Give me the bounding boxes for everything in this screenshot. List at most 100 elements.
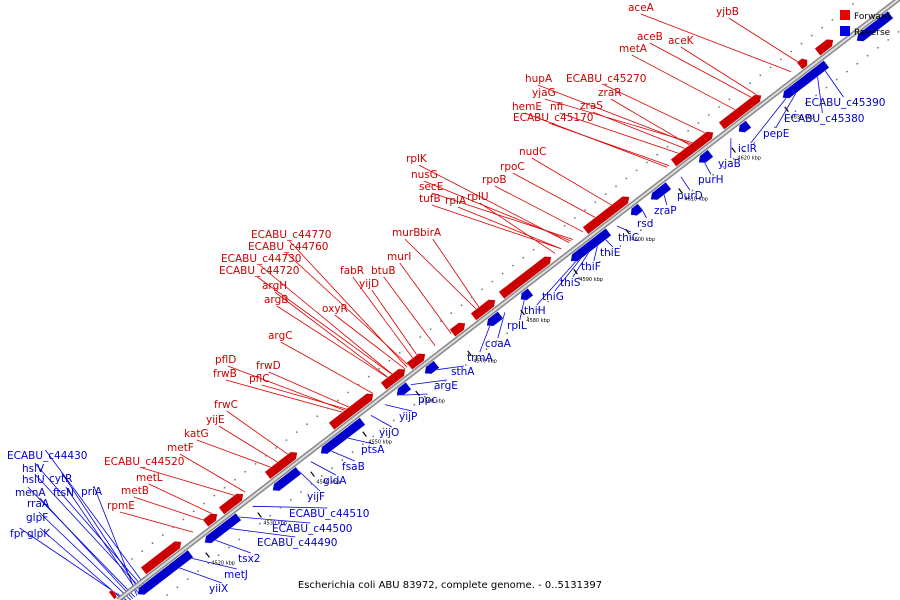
gene-label-metb: metB [121, 485, 149, 497]
gene-label-ecabu-c44730: ECABU_c44730 [221, 253, 301, 265]
gc-skew-dots [110, 3, 900, 596]
gene-label-rplu: rplU [467, 191, 489, 203]
gc-dot-upper-22 [337, 399, 339, 402]
legend-forward-swatch [840, 10, 850, 20]
gene-label-hslv: hslV [22, 463, 45, 475]
forward-gene-block-6 [380, 368, 406, 391]
connector-zras [592, 111, 690, 151]
gene-label-sece: secE [419, 181, 443, 193]
gc-dot-lower-7 [217, 554, 220, 557]
connector-argh [274, 291, 392, 381]
gc-dot-upper-25 [367, 375, 370, 378]
gene-label-yije: yijE [206, 414, 225, 426]
gc-dot-lower-8 [228, 546, 230, 549]
gc-dot-upper-35 [470, 296, 473, 299]
connector-metf [179, 453, 246, 493]
connector-thic [616, 225, 631, 233]
gc-dot-upper-12 [234, 478, 236, 481]
reverse-gene-block-4 [396, 381, 412, 396]
gene-label-thig: thiG [542, 291, 564, 303]
gene-labels: aceA yjbB aceB aceK metA hupA yjaG ECABU_c45270… [7, 2, 885, 595]
connector-sece [431, 192, 574, 240]
forward-gene-block-9 [470, 299, 496, 321]
gene-label-mena: menA [15, 487, 46, 499]
gc-dot-upper-63 [759, 74, 762, 77]
gc-dot-lower-21 [362, 443, 364, 446]
gc-dot-upper-46 [584, 209, 586, 212]
connector-muri [399, 262, 452, 334]
gc-dot-lower-54 [701, 181, 704, 184]
gene-label-heme: hemE [512, 101, 542, 113]
tick-label-10: 4620 kbp [737, 156, 761, 162]
gc-dot-lower-48 [640, 229, 642, 232]
connector-murb [404, 238, 480, 313]
connector-ecabu-c44510 [252, 505, 328, 509]
connector-fabr [352, 276, 416, 362]
connector-coaa [497, 312, 506, 339]
gene-label-this: thiS [560, 277, 581, 289]
gene-label-aceb: aceB [637, 31, 663, 43]
gc-dot-lower-10 [248, 530, 251, 533]
gene-label-rpoc: rpoC [500, 161, 525, 173]
connector-trma [479, 322, 492, 353]
connector-rpla [457, 206, 562, 250]
connector-oxyr [334, 314, 406, 370]
tick-mark-6 [520, 309, 525, 316]
reverse-gene-block-0 [137, 549, 194, 596]
gc-dot-lower-37 [526, 316, 529, 319]
tick-mark-8 [625, 228, 630, 235]
gc-dot-lower-63 [794, 110, 797, 113]
gc-dot-upper-54 [666, 145, 669, 148]
gene-label-yijd: yijD [359, 278, 379, 290]
gc-dot-upper-38 [501, 272, 504, 275]
gene-label-yjag: yjaG [532, 87, 556, 99]
gc-dot-upper-40 [522, 256, 525, 259]
gc-dot-upper-0 [110, 574, 113, 576]
connector-yjbb [728, 17, 802, 65]
gc-dot-lower-53 [691, 189, 694, 192]
connector-rraa [39, 497, 134, 599]
gc-dot-lower-66 [825, 86, 828, 89]
gc-dot-upper-48 [604, 193, 607, 196]
gc-dot-lower-2 [166, 594, 169, 596]
gene-label-rpla: rplA [445, 195, 467, 207]
gene-label-coaa: coaA [485, 338, 512, 350]
gc-dot-lower-46 [619, 245, 622, 248]
gc-dot-upper-56 [687, 129, 689, 132]
gene-label-hupa: hupA [525, 73, 553, 85]
gene-label-oxyr: oxyR [322, 303, 348, 315]
forward-gene-block-4 [264, 451, 298, 480]
gc-dot-lower-60 [763, 134, 766, 136]
gene-label-zrap: zraP [654, 205, 677, 217]
gene-label-bira: birA [420, 227, 442, 239]
gc-dot-lower-70 [866, 54, 869, 57]
gene-label-pfld: pflD [215, 354, 236, 366]
gene-label-metj: metJ [224, 569, 248, 581]
legend-reverse-swatch [840, 26, 850, 36]
gc-dot-upper-42 [543, 240, 545, 243]
gene-label-iclr: iclR [738, 143, 757, 155]
tick-label-7: 4590 kbp [579, 277, 603, 283]
gc-dot-lower-22 [372, 435, 375, 438]
map-caption: Escherichia coli ABU 83972, complete gen… [298, 580, 602, 591]
gc-dot-upper-72 [852, 3, 854, 5]
gene-label-nudc: nudC [519, 146, 546, 158]
tick-mark-1 [257, 512, 262, 518]
tick-label-4: 4560 kbp [421, 399, 445, 405]
gene-label-glpf: glpF [26, 512, 48, 524]
connector-rpoc [512, 172, 600, 220]
gc-dot-upper-43 [553, 233, 556, 235]
legend-forward-label: Forward [854, 12, 890, 22]
genome-backbone [116, 0, 900, 600]
gc-dot-upper-23 [347, 391, 350, 394]
gene-label-arge: argE [434, 380, 458, 392]
gc-dot-upper-5 [161, 534, 164, 537]
gc-dot-upper-41 [532, 248, 535, 251]
connector-hslu [34, 473, 144, 592]
tick-label-8: 4600 kbp [631, 237, 655, 243]
gene-label-btub: btuB [371, 265, 396, 277]
connector-rpob [494, 185, 584, 233]
reverse-gene-block-10 [650, 181, 672, 201]
gene-label-ecabu-c44520: ECABU_c44520 [104, 456, 184, 468]
tick-label-0: 4520 kbp [211, 560, 235, 566]
